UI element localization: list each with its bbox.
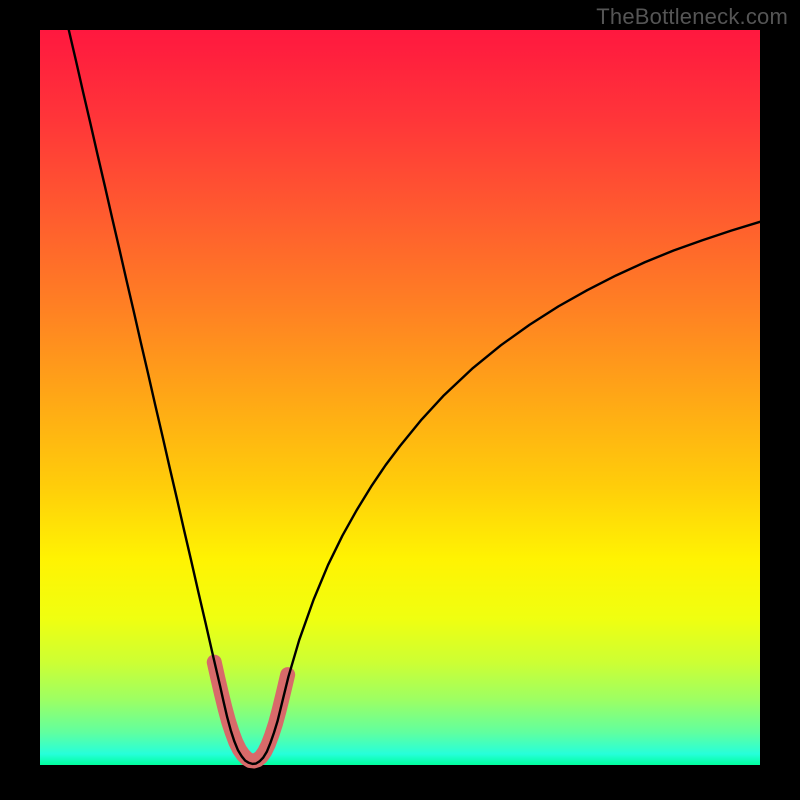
chart-stage: TheBottleneck.com bbox=[0, 0, 800, 800]
plot-background bbox=[40, 30, 760, 765]
bottleneck-chart bbox=[0, 0, 800, 800]
watermark-text: TheBottleneck.com bbox=[596, 4, 788, 30]
